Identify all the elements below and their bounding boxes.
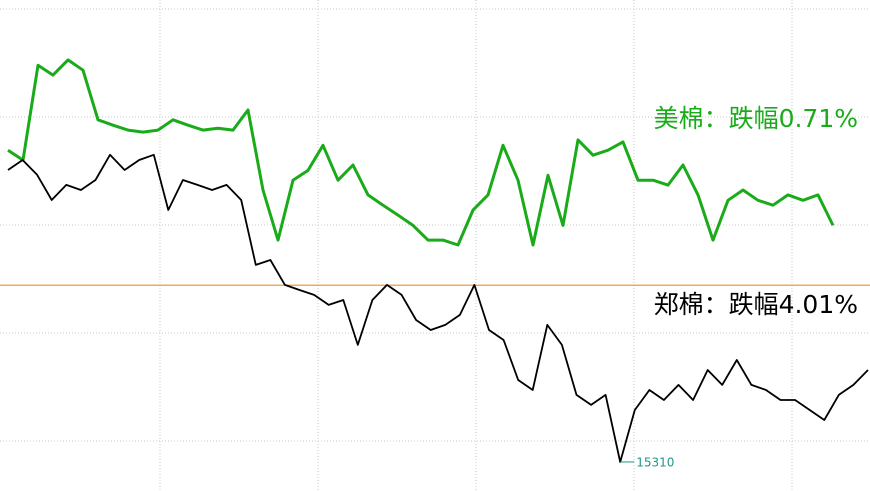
- series-line: [7, 153, 869, 463]
- series-line: [7, 58, 835, 247]
- series-label: 郑棉：跌幅4.01%: [654, 290, 858, 319]
- series-label: 美棉：跌幅0.71%: [654, 104, 858, 133]
- annotation-label: 15310: [636, 455, 674, 469]
